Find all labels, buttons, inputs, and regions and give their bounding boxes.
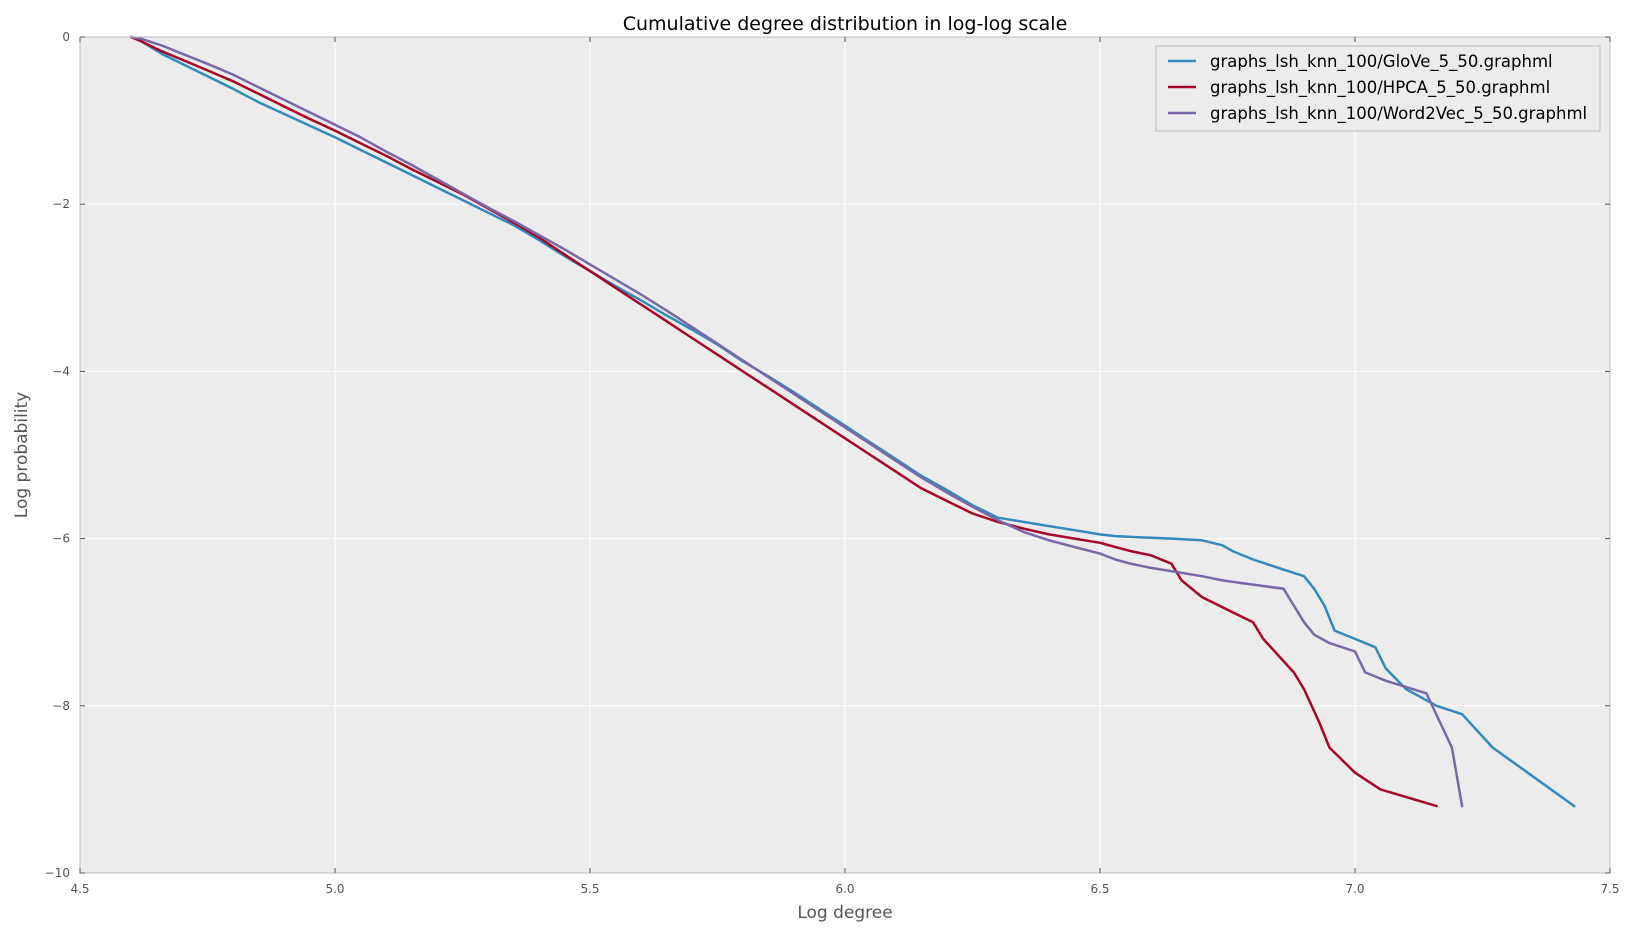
grid-lines: [80, 37, 1610, 873]
y-tick-label: −8: [52, 699, 70, 713]
legend: graphs_lsh_knn_100/GloVe_5_50.graphml gr…: [1155, 45, 1601, 132]
x-tick-label: 4.5: [70, 882, 89, 896]
x-axis-label: Log degree: [797, 903, 892, 923]
series-line-hpca: [129, 35, 1438, 808]
x-tick-label: 5.0: [325, 882, 344, 896]
legend-label-hpca: graphs_lsh_knn_100/HPCA_5_50.graphml: [1210, 78, 1550, 98]
x-tick-label: 5.5: [580, 882, 599, 896]
y-tick-label: −6: [52, 532, 70, 546]
series-line-word2vec: [129, 35, 1464, 808]
series-layer: [129, 35, 1576, 808]
legend-box: [1155, 45, 1601, 132]
x-tick-label: 7.0: [1345, 882, 1364, 896]
series-line-glove: [129, 35, 1576, 808]
y-axis-label: Log probability: [12, 392, 32, 518]
axis-ticks: 4.5 5.0 5.5 6.0 6.5 7.0 7.5 0 −2 −4 −6 −8 −10: [45, 30, 1620, 896]
y-tick-label: −2: [52, 197, 70, 211]
y-tick-label: 0: [62, 30, 70, 44]
x-tick-label: 6.0: [835, 882, 854, 896]
legend-label-word2vec: graphs_lsh_knn_100/Word2Vec_5_50.graphml: [1210, 104, 1587, 124]
legend-label-glove: graphs_lsh_knn_100/GloVe_5_50.graphml: [1210, 52, 1553, 72]
x-tick-label: 7.5: [1600, 882, 1619, 896]
chart-title: Cumulative degree distribution in log-lo…: [623, 13, 1068, 35]
x-tick-label: 6.5: [1090, 882, 1109, 896]
y-tick-label: −4: [52, 364, 70, 378]
y-tick-label: −10: [45, 866, 70, 880]
